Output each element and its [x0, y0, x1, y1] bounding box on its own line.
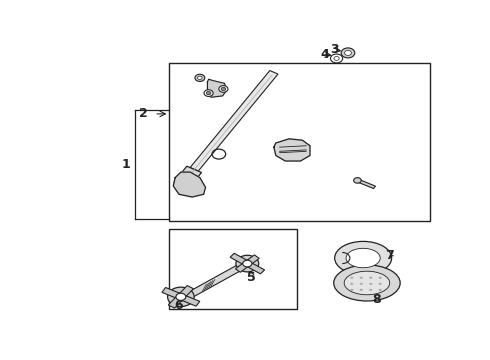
Text: 7: 7	[385, 249, 394, 262]
Polygon shape	[274, 139, 310, 161]
Circle shape	[369, 289, 372, 291]
Text: 6: 6	[174, 299, 183, 312]
Circle shape	[350, 283, 353, 285]
Circle shape	[168, 287, 194, 307]
Circle shape	[243, 260, 252, 267]
Polygon shape	[162, 288, 200, 306]
Ellipse shape	[335, 242, 392, 275]
Circle shape	[369, 276, 372, 279]
Circle shape	[360, 283, 363, 285]
Ellipse shape	[334, 265, 400, 301]
Text: 2: 2	[139, 107, 147, 120]
Polygon shape	[190, 71, 278, 171]
Circle shape	[197, 76, 202, 80]
Circle shape	[354, 177, 361, 183]
Polygon shape	[235, 255, 259, 272]
Circle shape	[360, 276, 363, 279]
Ellipse shape	[344, 271, 390, 295]
Circle shape	[176, 293, 186, 301]
Text: 5: 5	[247, 271, 255, 284]
Circle shape	[236, 255, 259, 272]
Polygon shape	[168, 285, 194, 308]
Circle shape	[206, 91, 211, 95]
Circle shape	[350, 276, 353, 279]
Text: 1: 1	[122, 158, 130, 171]
Circle shape	[379, 283, 382, 285]
Text: 3: 3	[330, 43, 339, 56]
Circle shape	[360, 289, 363, 291]
Bar	[170, 229, 297, 309]
Circle shape	[379, 276, 382, 279]
Circle shape	[204, 90, 213, 96]
Circle shape	[369, 283, 372, 285]
Text: 8: 8	[372, 293, 381, 306]
Circle shape	[334, 57, 339, 60]
Ellipse shape	[346, 248, 380, 268]
Circle shape	[344, 50, 351, 55]
Polygon shape	[207, 79, 226, 97]
Polygon shape	[184, 264, 244, 299]
Polygon shape	[173, 172, 206, 197]
Circle shape	[379, 289, 382, 291]
Circle shape	[195, 74, 205, 81]
Text: 4: 4	[321, 48, 330, 61]
Bar	[170, 63, 430, 221]
Circle shape	[330, 54, 343, 63]
Polygon shape	[173, 166, 201, 189]
Circle shape	[219, 86, 228, 92]
Circle shape	[350, 289, 353, 291]
Polygon shape	[230, 253, 265, 274]
Circle shape	[221, 87, 226, 91]
Circle shape	[341, 48, 355, 58]
Polygon shape	[357, 179, 375, 189]
